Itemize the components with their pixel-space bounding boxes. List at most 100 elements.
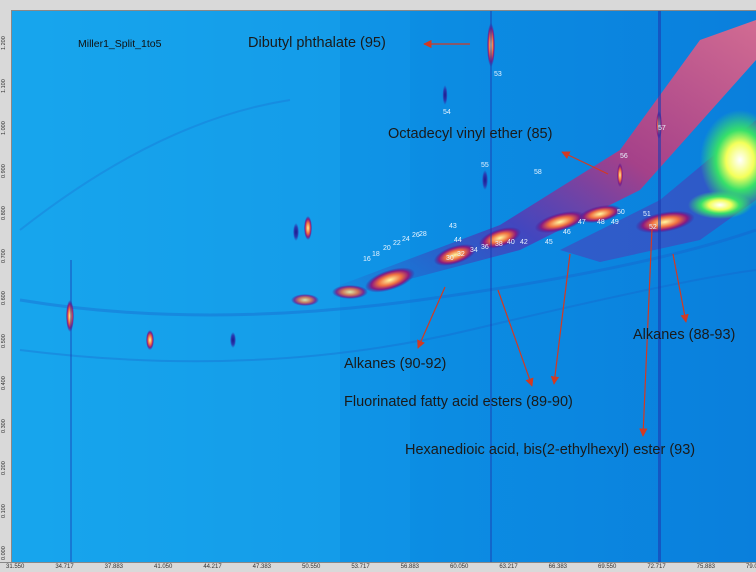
x-tick-label: 50.550	[302, 564, 321, 570]
x-tick-label: 41.050	[154, 564, 173, 570]
peak-number-label: 36	[481, 244, 489, 251]
peak-cluster	[365, 267, 415, 293]
peak-56	[617, 163, 623, 187]
vertical-streak	[658, 10, 661, 562]
peak-number-label: 18	[372, 251, 380, 258]
peak-cluster	[478, 227, 522, 249]
peak-number-label: 16	[363, 256, 371, 263]
peak-number-label: 40	[507, 239, 515, 246]
x-tick-label: 75.883	[696, 564, 716, 570]
peak-number-label: 32	[457, 251, 465, 258]
annotation-fluorinated-esters: Fluorinated fatty acid esters (89-90)	[344, 394, 573, 410]
vertical-streak	[490, 10, 492, 562]
y-tick-label: 0.900	[1, 163, 7, 178]
arrow-alkanes-left	[417, 286, 446, 349]
annotation-alkanes-90-92: Alkanes (90-92)	[344, 356, 447, 372]
peak-cluster	[635, 210, 695, 234]
x-tick-label: 34.717	[55, 564, 74, 570]
hot-spot-right	[688, 191, 752, 219]
annotation-hexanedioic-acid: Hexanedioic acid, bis(2-ethylhexyl) este…	[405, 442, 696, 458]
peak-number-label: 50	[617, 209, 625, 216]
column-bleed-band-outer	[560, 120, 756, 262]
peak-number-label: 43	[449, 223, 457, 230]
vertical-streak	[70, 260, 72, 562]
x-tick-label: 66.383	[548, 564, 568, 570]
curve-trace-2	[19, 269, 756, 363]
annotation-alkanes-88-93: Alkanes (88-93)	[633, 327, 736, 343]
x-tick-label: 31.550	[6, 564, 25, 570]
curve-trace-1	[19, 228, 756, 317]
peak-number-label: 28	[419, 231, 427, 238]
y-tick-label: 1.000	[1, 121, 7, 135]
peak-number-label: 30	[446, 255, 454, 262]
arrow-hexanedioic	[639, 227, 653, 437]
peak-left-1	[66, 300, 74, 332]
peak-55	[482, 170, 488, 190]
peak-number-label: 47	[578, 219, 586, 226]
peak-cluster	[332, 285, 368, 299]
peak-number-label: 56	[620, 153, 628, 160]
y-tick-label: 0.500	[1, 333, 7, 348]
peak-number-label: 55	[481, 162, 489, 169]
peak-number-label: 46	[563, 229, 571, 236]
peak-number-label: 34	[470, 247, 478, 254]
arrow-fluorinated-2	[550, 253, 571, 385]
peak-left-4	[304, 216, 312, 240]
peak-cluster	[291, 294, 319, 306]
annotation-octadecyl-vinyl-ether: Octadecyl vinyl ether (85)	[388, 126, 553, 142]
hot-spot-top-right	[700, 110, 756, 210]
peak-number-label: 45	[545, 239, 553, 246]
y-tick-label: 0.000	[1, 546, 7, 560]
peak-number-label: 49	[611, 219, 619, 226]
x-tick-label: 60.050	[450, 564, 469, 570]
y-tick-label: 0.800	[1, 206, 7, 220]
x-tick-label: 79.050	[746, 564, 756, 570]
peak-left-3	[230, 332, 236, 348]
y-axis: 1.200 1.100 1.000 0.900 0.800 0.700 0.600 0.500…	[0, 10, 12, 562]
x-tick-label: 69.550	[598, 564, 617, 570]
peak-number-label: 54	[443, 109, 451, 116]
sample-name: Miller1_Split_1to5	[78, 38, 162, 50]
arrow-fluorinated-1	[497, 289, 534, 387]
x-tick-label: 44.217	[203, 564, 222, 570]
peak-number-label: 57	[658, 125, 666, 132]
peak-number-labels: 53 54 55 58 56 57 50 51 52 47 48 49 46 45 43 44 42 40 38 36…	[363, 71, 666, 263]
peak-number-label: 48	[597, 219, 605, 226]
peak-number-label: 20	[383, 245, 391, 252]
x-tick-label: 47.383	[252, 564, 272, 570]
x-tick-label: 56.883	[400, 564, 420, 570]
y-tick-label: 0.700	[1, 248, 7, 263]
y-tick-label: 0.400	[1, 376, 7, 390]
arrow-octadecyl	[561, 151, 609, 175]
x-tick-label: 72.717	[647, 564, 666, 570]
peak-number-label: 22	[393, 240, 401, 247]
arrow-alkanes-right	[672, 253, 689, 323]
peak-number-label: 38	[495, 241, 503, 248]
y-tick-label: 1.100	[1, 78, 7, 93]
peak-cluster	[578, 204, 622, 224]
y-tick-label: 0.200	[1, 461, 7, 475]
peak-number-label: 53	[494, 71, 502, 78]
annotation-dibutyl-phthalate: Dibutyl phthalate (95)	[248, 35, 386, 51]
peak-number-label: 51	[643, 211, 651, 218]
top-axis	[0, 0, 756, 11]
peak-cluster	[433, 244, 477, 266]
peak-number-label: 24	[402, 236, 410, 243]
x-axis: 31.550 34.717 37.883 41.050 44.217 47.383 50.5…	[0, 562, 756, 572]
y-tick-label: 1.200	[1, 36, 7, 50]
peak-number-label: 26	[412, 232, 420, 239]
peak-54	[442, 85, 448, 105]
light-region	[0, 10, 340, 562]
x-tick-label: 53.717	[351, 564, 370, 570]
x-tick-label: 37.883	[104, 564, 124, 570]
x-tick-label: 63.217	[499, 564, 518, 570]
peak-number-label: 42	[520, 239, 528, 246]
peak-left-2	[146, 330, 154, 350]
y-tick-label: 0.100	[1, 503, 7, 518]
peak-dibutyl-phthalate	[487, 23, 495, 67]
peak-cluster	[534, 211, 586, 233]
curve-trace-3	[19, 99, 291, 231]
peak-number-label: 58	[534, 169, 542, 176]
